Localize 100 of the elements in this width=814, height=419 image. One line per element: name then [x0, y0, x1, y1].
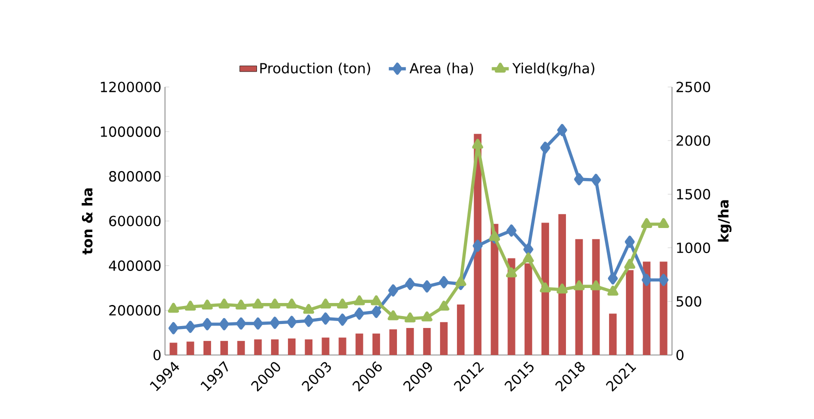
bar — [406, 328, 414, 355]
y-tick-label: 0 — [154, 350, 161, 360]
point — [658, 274, 669, 286]
bar — [170, 342, 178, 355]
point — [405, 278, 416, 290]
point — [354, 308, 364, 320]
point — [286, 298, 298, 308]
point — [236, 317, 246, 330]
bar — [592, 239, 600, 355]
bar — [558, 214, 566, 355]
point — [236, 300, 247, 310]
point — [540, 142, 550, 154]
y2-tick-label: 1500 — [677, 188, 710, 200]
bar — [237, 340, 245, 355]
point — [304, 314, 314, 327]
point — [455, 276, 466, 286]
y-tick-label: 800000 — [109, 171, 161, 182]
point — [168, 302, 179, 313]
point — [506, 224, 516, 237]
point — [320, 312, 331, 325]
point — [607, 286, 618, 296]
point — [540, 282, 551, 292]
legend-label: Area (ha) — [410, 62, 474, 76]
legend-label: Yield(kg/ha) — [512, 62, 594, 76]
point — [641, 218, 652, 228]
point — [590, 280, 602, 290]
point — [608, 272, 618, 284]
y-tick-label: 1200000 — [100, 82, 161, 92]
point — [219, 318, 230, 330]
point — [252, 317, 263, 330]
bar — [626, 270, 634, 355]
bar — [524, 263, 532, 355]
point — [388, 310, 399, 320]
bar — [186, 342, 194, 355]
bar — [220, 340, 228, 355]
y2-tick-label: 1000 — [677, 242, 710, 254]
y-tick-label: 400000 — [108, 260, 161, 271]
point — [202, 318, 212, 330]
point — [438, 300, 450, 311]
legend-label: Production (ton) — [260, 62, 370, 76]
bar — [304, 339, 312, 355]
point — [438, 276, 449, 288]
y-tick-label: 1000000 — [100, 126, 161, 137]
y2-tick-label: 0 — [676, 350, 684, 360]
point — [388, 284, 398, 297]
point — [574, 280, 585, 290]
y-tick-label: 200000 — [109, 305, 161, 316]
bar — [271, 339, 279, 355]
bar — [322, 338, 330, 355]
point — [472, 138, 484, 149]
point — [624, 258, 636, 269]
point — [591, 174, 601, 186]
point — [184, 300, 196, 311]
bar — [456, 304, 465, 355]
point — [557, 124, 568, 136]
bar — [440, 322, 448, 355]
point — [489, 231, 500, 241]
point — [404, 312, 416, 322]
point — [185, 320, 196, 333]
point — [336, 298, 348, 308]
point — [202, 300, 213, 310]
bar — [423, 328, 431, 355]
point — [218, 298, 230, 308]
point — [472, 240, 483, 252]
point — [422, 280, 432, 293]
point — [269, 298, 280, 308]
bar — [575, 239, 583, 355]
y2-axis-title: kg/ha — [718, 200, 732, 242]
point — [658, 218, 670, 228]
point — [506, 267, 517, 278]
point — [523, 243, 534, 256]
bar — [338, 338, 346, 355]
point — [303, 304, 314, 314]
bar — [356, 334, 364, 355]
y-tick-label: 600000 — [109, 216, 161, 226]
point — [556, 284, 568, 294]
point — [371, 306, 382, 318]
bar — [254, 339, 262, 355]
y-axis-title: ton & ha — [82, 188, 93, 255]
point — [370, 295, 382, 306]
point — [642, 274, 652, 286]
point — [337, 314, 348, 326]
bar — [609, 314, 617, 355]
point — [252, 298, 264, 308]
y2-tick-label: 2500 — [676, 82, 710, 92]
point — [168, 322, 178, 334]
y2-tick-label: 2000 — [676, 135, 710, 146]
point — [286, 316, 297, 328]
point — [354, 295, 365, 306]
point — [320, 298, 332, 308]
bar — [203, 340, 212, 355]
y2-tick-label: 500 — [676, 296, 702, 307]
bar — [541, 222, 550, 355]
bar — [389, 329, 397, 355]
point — [624, 236, 635, 248]
bar — [288, 338, 296, 355]
point — [270, 316, 280, 329]
point — [522, 252, 534, 262]
point — [421, 311, 432, 322]
bar — [372, 334, 380, 355]
